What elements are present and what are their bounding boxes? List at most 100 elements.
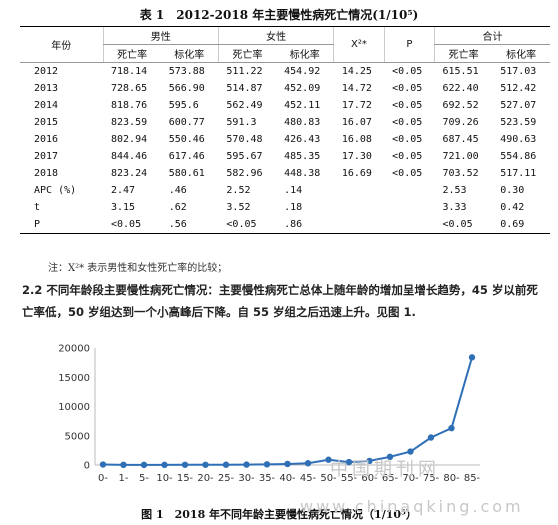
cell-t-sr: 554.86 bbox=[500, 151, 537, 162]
x-tick-label: 75- bbox=[423, 473, 440, 484]
cell-m-dr: 818.76 bbox=[111, 100, 148, 111]
x-tick-label: 60- bbox=[361, 473, 378, 484]
data-point bbox=[181, 461, 189, 468]
cell-m-sr: 550.46 bbox=[168, 134, 205, 145]
cell-f-sr: 485.35 bbox=[284, 151, 321, 162]
header-total-death-rate: 死亡率 bbox=[434, 44, 493, 63]
cell-year: 2012 bbox=[34, 66, 59, 77]
data-point bbox=[304, 460, 312, 467]
header-female: 女性 bbox=[217, 26, 334, 45]
cell-f-dr: 511.22 bbox=[226, 66, 263, 77]
cell-x2: 16.08 bbox=[341, 134, 372, 145]
table-note: 注：X²* 表示男性和女性死亡率的比较； bbox=[48, 263, 228, 274]
cell-p bbox=[384, 182, 434, 199]
x-tick-label: 80- bbox=[443, 473, 460, 484]
mortality-table: 年份 男性 女性 X²* P 合计 死亡率 标化率 死亡率 标化率 死亡率 标化… bbox=[20, 26, 550, 234]
header-year: 年份 bbox=[20, 26, 103, 63]
header-female-death-rate: 死亡率 bbox=[217, 44, 277, 63]
cell-f-sr: .86 bbox=[276, 216, 334, 234]
table-row: 2018 823.24 580.61 582.96 448.38 16.69 <0.05 70… bbox=[20, 165, 550, 182]
header-male: 男性 bbox=[102, 26, 219, 45]
table-row: 2013 728.65 566.90 514.87 452.09 14.72 <0.05 62… bbox=[20, 80, 550, 97]
cell-f-sr: 452.11 bbox=[284, 100, 321, 111]
header-male-std-rate: 标化率 bbox=[160, 44, 219, 63]
y-tick-label: 5000 bbox=[65, 431, 90, 442]
cell-p: <0.05 bbox=[392, 134, 423, 145]
cell-t-sr: 0.69 bbox=[492, 216, 550, 234]
cell-t-sr: 490.63 bbox=[500, 134, 537, 145]
data-point bbox=[161, 461, 168, 469]
cell-f-sr: 426.43 bbox=[284, 134, 321, 145]
table-row: 2014 818.76 595.6 562.49 452.11 17.72 <0.05 692… bbox=[20, 97, 550, 114]
header-male-death-rate: 死亡率 bbox=[102, 44, 161, 63]
cell-p bbox=[384, 199, 434, 216]
table-caption: 表 1 2012-2018 年主要慢性病死亡情况(1/10⁵) bbox=[139, 8, 419, 22]
cell-m-sr: 595.6 bbox=[168, 100, 199, 111]
x-tick-label: 20- bbox=[197, 473, 214, 484]
cell-p: <0.05 bbox=[392, 117, 423, 128]
cell-t-dr: <0.05 bbox=[434, 216, 493, 234]
x-tick-label: 5- bbox=[139, 473, 149, 484]
x-tick-label: 25- bbox=[218, 473, 235, 484]
cell-t-dr: 615.51 bbox=[442, 66, 479, 77]
cell-p: <0.05 bbox=[392, 151, 423, 162]
table-row: 2012 718.14 573.88 511.22 454.92 14.25 <0.05 61… bbox=[20, 63, 550, 81]
cell-p: <0.05 bbox=[392, 100, 423, 111]
cell-t-dr: 2.53 bbox=[442, 185, 467, 196]
cell-x2: 14.72 bbox=[341, 83, 372, 94]
cell-f-sr: 452.09 bbox=[284, 83, 321, 94]
cell-t-dr: 3.33 bbox=[442, 202, 467, 213]
chart-svg: 0 5000 10000 15000 20000 0- 1- 5- 10- 15- 20- 25- 30… bbox=[58, 344, 481, 485]
cell-year: 2016 bbox=[34, 134, 59, 145]
cell-m-dr: <0.05 bbox=[103, 216, 161, 234]
cell-f-dr: 514.87 bbox=[226, 83, 263, 94]
age-mortality-chart: 0 5000 10000 15000 20000 0- 1- 5- 10- 15- 20- 25- 30… bbox=[55, 340, 495, 500]
header-female-std-rate: 标化率 bbox=[276, 44, 334, 63]
cell-year: 2013 bbox=[34, 83, 59, 94]
cell-t-sr: 527.07 bbox=[500, 100, 537, 111]
cell-f-dr: <0.05 bbox=[218, 216, 277, 234]
x-tick-label: 85- bbox=[464, 473, 481, 484]
cell-m-sr: 566.90 bbox=[168, 83, 205, 94]
cell-year: 2014 bbox=[34, 100, 59, 111]
table-row: APC (%) 2.47 .46 2.52 .14 2.53 0.30 bbox=[20, 182, 550, 199]
x-tick-label: 35- bbox=[259, 473, 276, 484]
cell-year: 2018 bbox=[34, 168, 59, 179]
cell-year: 2017 bbox=[34, 151, 59, 162]
cell-f-dr: 582.96 bbox=[226, 168, 263, 179]
cell-m-dr: 718.14 bbox=[111, 66, 148, 77]
table-row: 2016 802.94 550.46 570.48 426.43 16.08 <0.05 68… bbox=[20, 131, 550, 148]
x-tick-label: 65- bbox=[382, 473, 399, 484]
y-tick-label: 0 bbox=[84, 461, 90, 472]
cell-f-dr: 3.52 bbox=[226, 202, 251, 213]
data-point bbox=[263, 461, 271, 468]
cell-p: <0.05 bbox=[392, 83, 423, 94]
data-point bbox=[386, 453, 394, 461]
y-tick-label: 10000 bbox=[58, 402, 90, 413]
data-point bbox=[140, 461, 148, 469]
cell-m-sr: 617.46 bbox=[168, 151, 205, 162]
cell-m-sr: .46 bbox=[168, 185, 187, 196]
cell-f-sr: 480.83 bbox=[284, 117, 321, 128]
data-point bbox=[345, 458, 353, 466]
cell-x2: 17.72 bbox=[341, 100, 372, 111]
data-point bbox=[99, 461, 107, 468]
cell-m-dr: 823.59 bbox=[111, 117, 148, 128]
cell-t-sr: 512.42 bbox=[500, 83, 537, 94]
cell-t-sr: 517.03 bbox=[500, 66, 537, 77]
cell-f-sr: .14 bbox=[284, 185, 303, 196]
data-point bbox=[243, 461, 250, 468]
cell-f-dr: 595.67 bbox=[226, 151, 263, 162]
cell-t-dr: 721.00 bbox=[442, 151, 479, 162]
table-body: 2012 718.14 573.88 511.22 454.92 14.25 <0.05 61… bbox=[20, 63, 550, 234]
cell-x2: 16.69 bbox=[341, 168, 372, 179]
x-tick-label: 40- bbox=[279, 473, 296, 484]
header-x2: X²* bbox=[333, 26, 385, 63]
data-point bbox=[448, 424, 455, 432]
cell-f-sr: .18 bbox=[284, 202, 303, 213]
cell-f-sr: 448.38 bbox=[284, 168, 321, 179]
cell-m-sr: .62 bbox=[168, 202, 187, 213]
cell-t-dr: 692.52 bbox=[442, 100, 479, 111]
y-tick-label: 15000 bbox=[58, 373, 90, 384]
cell-f-dr: 2.52 bbox=[226, 185, 251, 196]
